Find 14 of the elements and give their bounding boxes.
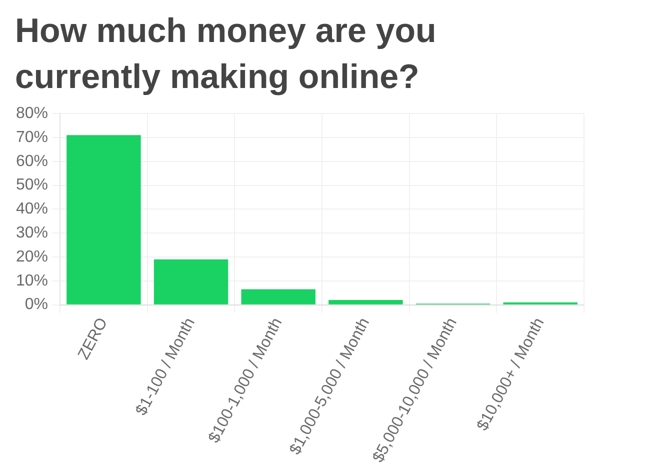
y-tick-label: 30% <box>16 224 48 242</box>
chart-title: How much money are you currently making online? <box>15 11 438 98</box>
y-tick-label: 50% <box>16 176 48 194</box>
y-tick-label: 20% <box>16 248 48 266</box>
y-tick-label: 10% <box>16 272 48 290</box>
y-tick-label: 60% <box>16 152 48 170</box>
y-tick-label: 0% <box>24 296 48 314</box>
bar <box>66 135 141 304</box>
bar <box>241 289 316 304</box>
y-tick-label: 70% <box>16 128 48 146</box>
y-tick-label: 40% <box>16 200 48 218</box>
y-tick-label: 80% <box>16 105 48 122</box>
bar <box>154 259 228 304</box>
bar <box>328 300 403 304</box>
